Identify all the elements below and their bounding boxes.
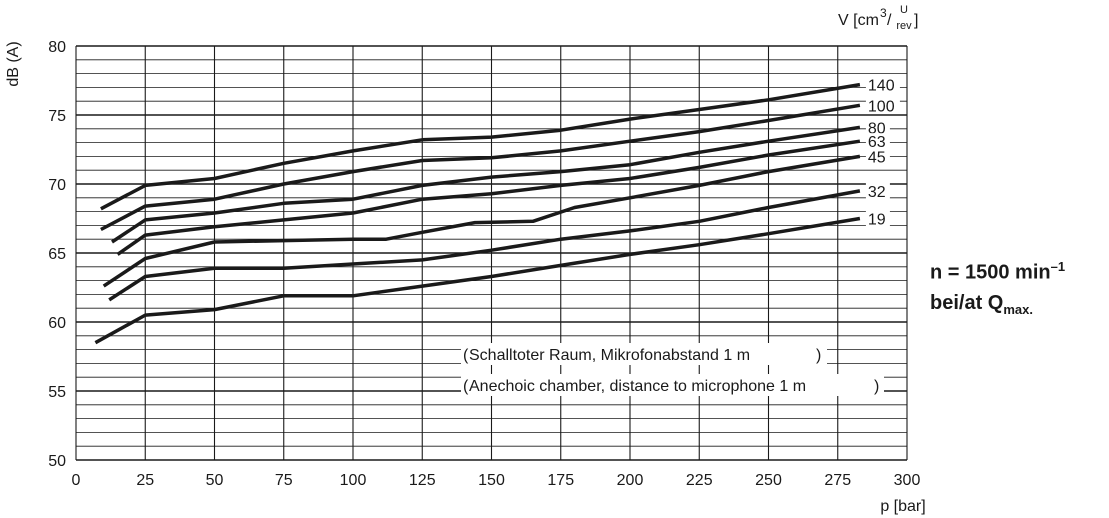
y-axis-label: dB (A) [5,41,22,86]
speed-note: n = 1500 min–1 [930,259,1065,285]
y-tick-label: 65 [48,246,66,263]
svg-text:V [cm: V [cm [838,12,879,29]
x-tick-label: 175 [547,472,574,489]
x-tick-label: 25 [136,472,154,489]
series-line-32 [108,189,861,302]
y-tick-label: 75 [48,108,66,125]
series-label-140: 140 [868,78,895,95]
annotation-bg [461,343,827,365]
speed-text: n = 1500 min [930,261,1051,284]
svg-text:3: 3 [880,6,887,20]
x-axis-label: p [bar] [880,498,925,515]
series-label-bg [865,182,890,199]
annotation-bg [461,374,884,396]
speed-exponent: –1 [1050,259,1066,274]
series-line-19 [94,216,861,345]
x-tick-label: 275 [824,472,851,489]
svg-text:(: ( [463,378,469,395]
x-tick-label: 50 [206,472,224,489]
y-tick-label: 80 [48,39,66,56]
x-tick-label: 100 [340,472,367,489]
grid [75,45,908,461]
flow-text: bei/at Q [930,292,1004,314]
series-label-bg [865,148,890,165]
tick-labels: 0 25 50 75 100 125 150 175 200 225 250 275 300 50 55 60… [48,39,920,489]
svg-text:): ) [816,347,821,364]
y-tick-label: 60 [48,315,66,332]
flow-note: bei/at Qmax. [930,292,1033,317]
series-line-140 [100,82,861,211]
series-label-bg [865,210,890,227]
x-tick-label: 125 [409,472,436,489]
series-line-100 [100,103,861,232]
x-tick-label: 300 [894,472,921,489]
series-line-80 [111,125,861,244]
x-tick-label: 250 [755,472,782,489]
annotation-en: ( Anechoic chamber, distance to micropho… [463,378,879,395]
annotation-de: ( Schalltoter Raum, Mikrofonabstand 1 m … [463,347,821,364]
series-label-bg [865,97,900,114]
series-label-45: 45 [868,149,886,166]
y-tick-label: 70 [48,177,66,194]
series-label-100: 100 [868,98,895,115]
flow-subscript: max. [1003,302,1033,317]
y-tick-label: 50 [48,453,66,470]
x-tick-label: 200 [617,472,644,489]
series-label-bg [865,119,890,136]
series-label-bg [865,76,900,93]
x-tick-label: 150 [478,472,505,489]
series-label-19: 19 [868,212,886,229]
svg-text:): ) [874,378,879,395]
x-tick-label: 0 [72,472,81,489]
series-line-63 [116,139,861,256]
svg-text:]: ] [914,12,918,29]
series-label-80: 80 [868,120,886,137]
y-tick-label: 55 [48,384,66,401]
svg-text:U: U [900,4,908,16]
x-tick-label: 225 [686,472,713,489]
legend-title: V [cm 3 / U rev ] [838,4,918,32]
svg-text:rev: rev [896,20,912,32]
svg-text:Anechoic chamber, distance to: Anechoic chamber, distance to microphone… [469,378,806,395]
series-label-32: 32 [868,184,886,201]
series-lines [94,82,861,345]
series-label-63: 63 [868,134,886,151]
svg-text:(: ( [463,347,469,364]
x-tick-label: 75 [275,472,293,489]
series-line-45 [102,154,861,288]
svg-text:Schalltoter Raum, Mikrofonabst: Schalltoter Raum, Mikrofonabstand 1 m [469,347,750,364]
svg-text:/: / [887,12,892,29]
series-label-bg [865,133,890,150]
